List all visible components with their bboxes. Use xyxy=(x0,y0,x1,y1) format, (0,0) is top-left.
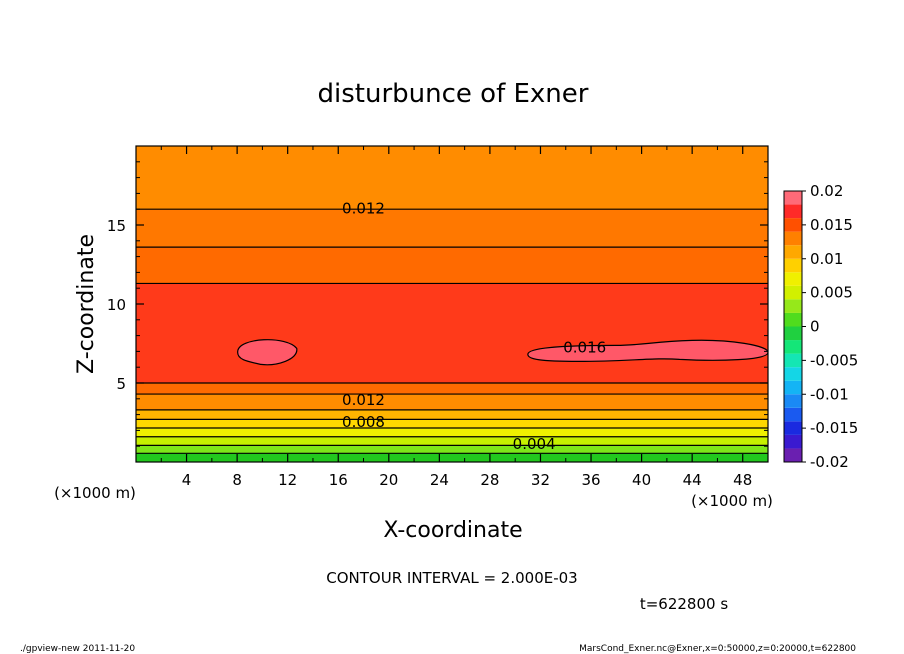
colorbar-tick-label: -0.005 xyxy=(810,351,858,369)
colorbar-segment xyxy=(784,394,802,408)
contour-label: 0.008 xyxy=(342,413,385,431)
colorbar-segment xyxy=(784,204,802,219)
x-tick-label: 32 xyxy=(531,471,550,489)
time-stamp: t=622800 s xyxy=(640,595,728,613)
x-tick-label: 44 xyxy=(683,471,702,489)
x-tick-label: 28 xyxy=(480,471,499,489)
contour-band xyxy=(136,283,768,383)
colorbar-segment xyxy=(784,434,802,449)
contour-band xyxy=(136,146,768,210)
colorbar-segment xyxy=(784,353,802,368)
x-tick-label: 4 xyxy=(182,471,192,489)
colorbar-tick-label: 0.005 xyxy=(810,284,853,302)
y-tick-label: 5 xyxy=(116,375,126,393)
contour-lines xyxy=(136,208,768,454)
x-tick-label: 48 xyxy=(733,471,752,489)
colorbar-segment xyxy=(784,340,802,354)
colorbar-tick-label: 0.01 xyxy=(810,250,843,268)
contour-labels: 0.012 0.016 0.012 0.008 0.004 xyxy=(342,200,606,453)
x-tick-label: 40 xyxy=(632,471,651,489)
contour-interval-note: CONTOUR INTERVAL = 2.000E-03 xyxy=(326,569,577,587)
colorbar-segment xyxy=(784,231,802,246)
x-tick-label: 36 xyxy=(581,471,600,489)
max-region xyxy=(527,339,768,363)
colorbar-segment xyxy=(784,191,802,205)
contour-band xyxy=(136,428,768,437)
x-unit-right: (×1000 m) xyxy=(691,492,773,510)
contour-band xyxy=(136,419,768,429)
contour-label: 0.012 xyxy=(342,200,385,218)
colorbar-tick-labels: 0.02 0.015 0.01 0.005 0 -0.005 -0.01 -0.015 -0.0… xyxy=(810,182,858,471)
x-tick-label: 8 xyxy=(232,471,242,489)
contour-label: 0.012 xyxy=(342,391,385,409)
x-tick-label: 20 xyxy=(379,471,398,489)
colorbar-tick-label: 0 xyxy=(810,318,820,336)
colorbar-tick-label: -0.02 xyxy=(810,453,849,471)
colorbar-segment xyxy=(784,407,802,422)
footer-source-file: MarsCond_Exner.nc@Exner,x=0:50000,z=0:20… xyxy=(579,644,856,654)
x-unit-left: (×1000 m) xyxy=(54,484,136,502)
colorbar-tick-label: -0.015 xyxy=(810,419,858,437)
colorbar-tick-label: 0.015 xyxy=(810,216,853,234)
chart-title: disturbunce of Exner xyxy=(318,79,589,109)
contour-label: 0.004 xyxy=(513,435,556,453)
contour-fill xyxy=(136,146,768,462)
colorbar-segment xyxy=(784,285,802,300)
contour-band xyxy=(136,409,768,420)
colorbar-segment xyxy=(784,272,802,286)
colorbar xyxy=(783,190,806,463)
contour-label: 0.016 xyxy=(563,339,606,357)
y-tick-label: 15 xyxy=(107,217,126,235)
y-tick-label: 10 xyxy=(107,296,126,314)
x-axis-ticks: 4 8 12 16 20 24 28 32 36 40 44 48 xyxy=(160,146,752,489)
contour-band xyxy=(136,394,768,410)
colorbar-segment xyxy=(784,448,802,462)
contour-band xyxy=(136,209,768,248)
colorbar-tick-label: -0.01 xyxy=(810,385,849,403)
colorbar-segment xyxy=(784,380,802,395)
x-tick-label: 24 xyxy=(430,471,449,489)
colorbar-segment xyxy=(784,326,802,341)
colorbar-segment xyxy=(784,258,802,273)
max-region xyxy=(237,339,298,366)
contour-band xyxy=(136,445,768,454)
colorbar-segment xyxy=(784,367,802,381)
colorbar-segment xyxy=(784,245,802,259)
colorbar-segment xyxy=(784,218,802,232)
y-axis-label: Z-coordinate xyxy=(74,234,99,374)
contour-band xyxy=(136,436,768,446)
colorbar-segment xyxy=(784,421,802,435)
footer-program-date: ./gpview-new 2011-11-20 xyxy=(20,644,135,654)
contour-band xyxy=(136,383,768,395)
colorbar-segment xyxy=(784,299,802,313)
contour-band xyxy=(136,453,768,462)
x-axis-label: X-coordinate xyxy=(383,518,522,543)
contour-band xyxy=(136,247,768,284)
colorbar-tick-label: 0.02 xyxy=(810,182,843,200)
x-tick-label: 16 xyxy=(329,471,348,489)
colorbar-segment xyxy=(784,312,802,327)
y-axis-ticks: 5 10 15 xyxy=(107,161,768,447)
x-tick-label: 12 xyxy=(278,471,297,489)
